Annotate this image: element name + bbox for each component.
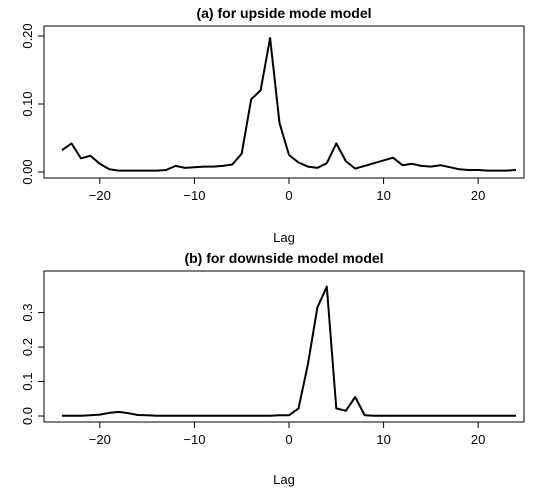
panel-a-title: (a) for upside mode model: [196, 5, 371, 21]
x-tick-label: 10: [376, 432, 390, 447]
panel-a-x-axis-label: Lag: [273, 230, 295, 245]
x-tick-label: 20: [471, 188, 485, 203]
panel-a-y-axis: 0.00 0.10 0.20: [20, 23, 44, 185]
panel-b-title: (b) for downside model model: [184, 250, 383, 266]
panel-a-series-line: [61, 37, 517, 172]
panel-b-series-line: [62, 285, 516, 417]
y-tick-label: 0.3: [20, 304, 35, 322]
x-tick-label: −20: [89, 432, 111, 447]
x-tick-label: −10: [183, 432, 205, 447]
panel-b: (b) for downside model model −20 −10 0 10 20…: [20, 250, 525, 487]
y-tick-label: 0.00: [20, 159, 35, 184]
panel-a-x-axis: −20 −10 0 10 20: [89, 178, 485, 203]
panel-b-y-axis: 0.0 0.1 0.2 0.3: [20, 304, 44, 425]
y-tick-label: 0.2: [20, 338, 35, 356]
y-tick-label: 0.20: [20, 23, 35, 48]
panel-a: (a) for upside mode model −20 −10 0 10 20 0.…: [20, 5, 525, 245]
y-tick-label: 0.0: [20, 407, 35, 425]
x-tick-label: 0: [285, 432, 292, 447]
x-tick-label: 0: [285, 188, 292, 203]
x-tick-label: 10: [376, 188, 390, 203]
panel-a-plot-frame: [43, 25, 525, 179]
y-tick-label: 0.1: [20, 372, 35, 390]
panel-b-plot-frame: [43, 270, 525, 423]
y-tick-label: 0.10: [20, 91, 35, 116]
panel-b-x-axis: −20 −10 0 10 20: [89, 422, 485, 447]
x-tick-label: −20: [89, 188, 111, 203]
panel-b-x-axis-label: Lag: [273, 472, 295, 487]
x-tick-label: 20: [471, 432, 485, 447]
x-tick-label: −10: [183, 188, 205, 203]
